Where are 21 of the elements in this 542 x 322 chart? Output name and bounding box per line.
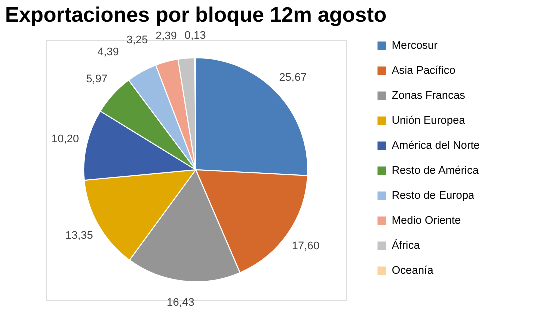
legend-label: Unión Europea	[392, 115, 466, 127]
legend-label: Asia Pacífico	[392, 65, 456, 77]
legend-label: Resto de América	[392, 165, 480, 177]
data-label: 0,13	[184, 30, 206, 42]
legend-label: Medio Oriente	[392, 215, 462, 227]
data-label: 16,43	[167, 297, 195, 310]
legend-label: África	[392, 239, 421, 252]
data-label: 13,35	[66, 230, 94, 242]
data-label: 3,25	[126, 34, 148, 47]
data-label: 25,67	[279, 72, 307, 84]
data-label: 17,60	[292, 240, 320, 253]
chart-title: Exportaciones por bloque 12m agosto	[5, 4, 387, 27]
legend-label: Oceanía	[392, 265, 434, 277]
data-label: 10,20	[52, 134, 80, 146]
legend-label: Zonas Francas	[392, 90, 466, 102]
legend-label: América del Norte	[392, 140, 480, 152]
legend-label: Resto de Europa	[392, 190, 476, 202]
data-label: 4,39	[98, 46, 120, 59]
data-label: 2,39	[156, 30, 178, 42]
legend-label: Mercosur	[392, 40, 438, 52]
data-label: 5,97	[86, 74, 108, 86]
